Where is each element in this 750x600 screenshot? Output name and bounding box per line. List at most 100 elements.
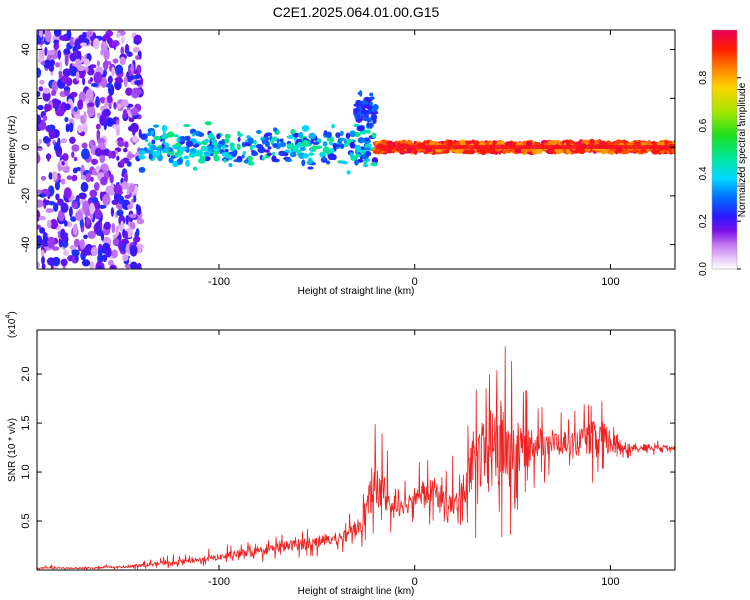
heatmap-cell	[123, 147, 128, 153]
heatmap-cell	[136, 262, 142, 269]
heatmap-cell	[63, 249, 69, 256]
heatmap-cell	[113, 42, 117, 50]
heatmap-cell	[650, 141, 657, 145]
heatmap-cell	[37, 224, 42, 230]
snr-series-line	[37, 346, 675, 570]
heatmap-cell	[135, 55, 140, 61]
heatmap-cell	[90, 246, 98, 257]
heatmap-cell	[464, 140, 471, 146]
heatmap-cell	[37, 104, 44, 111]
heatmap-cell	[477, 147, 486, 154]
heatmap-cell	[96, 60, 100, 67]
heatmap-cell	[128, 213, 137, 219]
heatmap-cell	[123, 171, 128, 184]
heatmap-cell	[126, 153, 136, 159]
heatmap-cell	[322, 146, 330, 154]
heatmap-cell	[71, 201, 79, 209]
heatmap-cell	[191, 132, 196, 137]
heatmap-cell	[94, 147, 102, 157]
heatmap-cell	[93, 182, 100, 191]
heatmap-cell	[124, 141, 129, 148]
heatmap-cell	[84, 66, 89, 73]
heatmap-cell	[53, 41, 60, 51]
heatmap-cell	[224, 148, 229, 153]
heatmap-cell	[63, 220, 68, 227]
heatmap-cell	[91, 196, 99, 204]
bottom-x-ticks: -100 0 100	[208, 330, 620, 588]
bottom-x-tick-label: 100	[601, 576, 619, 588]
heatmap-cell	[73, 238, 80, 248]
heatmap-cell	[124, 231, 129, 239]
heatmap-cell	[349, 130, 356, 138]
heatmap-cell	[110, 181, 114, 193]
heatmap-cell	[371, 107, 376, 113]
heatmap-cell	[223, 138, 230, 144]
heatmap-cell	[295, 143, 300, 149]
heatmap-cell	[55, 193, 60, 201]
heatmap-cell	[207, 145, 212, 152]
heatmap-cell	[60, 258, 68, 267]
heatmap-cell	[77, 99, 84, 110]
top-x-tick-label: 100	[601, 276, 619, 288]
heatmap-cell	[168, 157, 174, 164]
heatmap-cell	[87, 102, 95, 108]
heatmap-cell	[146, 132, 153, 137]
heatmap-cell	[77, 124, 84, 133]
heatmap-cell	[365, 129, 371, 134]
heatmap-cell	[40, 175, 47, 181]
heatmap-cell	[55, 62, 60, 68]
heatmap-cell	[364, 150, 372, 157]
heatmap-cell	[39, 227, 46, 234]
heatmap-cell	[135, 228, 140, 237]
heatmap-cell	[44, 104, 52, 112]
heatmap-cell	[622, 149, 630, 155]
y-multiplier-label: (x104)	[5, 311, 18, 338]
heatmap-cell	[61, 161, 65, 166]
heatmap-cell	[85, 88, 94, 101]
heatmap-cell	[89, 77, 94, 82]
heatmap-cell	[71, 144, 80, 152]
heatmap-cell	[138, 149, 146, 156]
heatmap-cell	[109, 173, 114, 184]
heatmap-cell	[600, 148, 608, 155]
heatmap-cell	[289, 151, 297, 158]
heatmap-cell	[46, 219, 52, 229]
heatmap-cell	[363, 160, 368, 165]
heatmap-cell	[37, 142, 40, 147]
heatmap-cell	[46, 153, 51, 162]
heatmap-cell	[45, 208, 54, 213]
heatmap-cell	[126, 203, 134, 210]
heatmap-cell	[173, 146, 181, 150]
heatmap-cell	[99, 114, 107, 126]
heatmap-cell	[364, 101, 369, 105]
heatmap-cell	[161, 134, 168, 140]
heatmap-cell	[63, 187, 72, 199]
heatmap-cell	[59, 60, 63, 72]
heatmap-cell	[74, 38, 83, 50]
heatmap-cell	[112, 234, 118, 239]
heatmap-cell	[106, 94, 113, 104]
top-y-tick-label: -20	[20, 188, 32, 204]
heatmap-cell	[55, 109, 65, 117]
heatmap-cell	[116, 209, 124, 217]
heatmap-cell	[308, 132, 316, 140]
heatmap-cell	[611, 141, 616, 146]
heatmap-cell	[138, 155, 146, 160]
heatmap-cell	[83, 234, 88, 240]
heatmap-cell	[173, 134, 179, 138]
heatmap-cell	[255, 130, 262, 134]
heatmap-cell	[290, 128, 296, 135]
heatmap-cell	[103, 221, 111, 230]
heatmap-marks	[37, 30, 675, 269]
heatmap-cell	[504, 141, 513, 146]
bottom-y-ticks: 0.5 1.0 1.5 2.0	[20, 366, 675, 529]
heatmap-cell	[60, 178, 66, 185]
heatmap-cell	[247, 137, 254, 145]
colorbar-label: Normalized spectral amplitude	[737, 82, 748, 217]
bottom-y-tick-label: 1.0	[20, 464, 32, 479]
heatmap-cell	[120, 46, 125, 55]
heatmap-cell	[116, 79, 124, 84]
heatmap-cell	[46, 49, 56, 56]
heatmap-cell	[68, 122, 74, 133]
heatmap-cell	[237, 136, 241, 142]
